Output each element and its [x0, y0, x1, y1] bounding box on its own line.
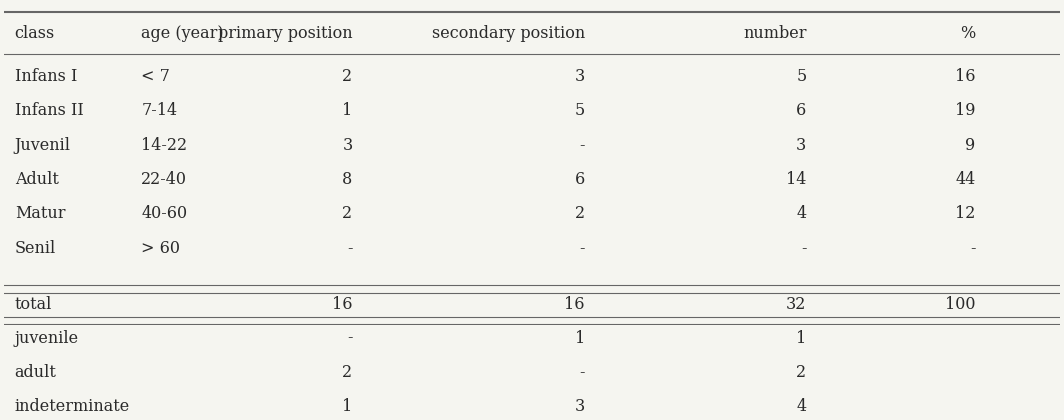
Text: -: - — [347, 330, 352, 346]
Text: 2: 2 — [343, 68, 352, 85]
Text: 14: 14 — [786, 171, 807, 188]
Text: 5: 5 — [796, 68, 807, 85]
Text: Infans II: Infans II — [15, 102, 83, 119]
Text: 2: 2 — [575, 205, 585, 222]
Text: 9: 9 — [965, 136, 976, 154]
Text: 100: 100 — [945, 296, 976, 313]
Text: indeterminate: indeterminate — [15, 398, 130, 415]
Text: 5: 5 — [575, 102, 585, 119]
Text: 7-14: 7-14 — [142, 102, 178, 119]
Text: 1: 1 — [343, 398, 352, 415]
Text: 19: 19 — [954, 102, 976, 119]
Text: 44: 44 — [955, 171, 976, 188]
Text: 6: 6 — [796, 102, 807, 119]
Text: age (year): age (year) — [142, 24, 225, 42]
Text: > 60: > 60 — [142, 240, 181, 257]
Text: 12: 12 — [955, 205, 976, 222]
Text: primary position: primary position — [218, 24, 352, 42]
Text: Adult: Adult — [15, 171, 59, 188]
Text: juvenile: juvenile — [15, 330, 79, 346]
Text: number: number — [743, 24, 807, 42]
Text: 16: 16 — [954, 68, 976, 85]
Text: -: - — [801, 240, 807, 257]
Text: 2: 2 — [343, 364, 352, 381]
Text: 1: 1 — [343, 102, 352, 119]
Text: 3: 3 — [575, 398, 585, 415]
Text: class: class — [15, 24, 55, 42]
Text: 3: 3 — [343, 136, 352, 154]
Text: 4: 4 — [796, 205, 807, 222]
Text: 2: 2 — [343, 205, 352, 222]
Text: 40-60: 40-60 — [142, 205, 187, 222]
Text: -: - — [347, 240, 352, 257]
Text: Infans I: Infans I — [15, 68, 77, 85]
Text: 14-22: 14-22 — [142, 136, 187, 154]
Text: secondary position: secondary position — [432, 24, 585, 42]
Text: 3: 3 — [796, 136, 807, 154]
Text: Senil: Senil — [15, 240, 56, 257]
Text: Juvenil: Juvenil — [15, 136, 70, 154]
Text: 22-40: 22-40 — [142, 171, 187, 188]
Text: 3: 3 — [575, 68, 585, 85]
Text: %: % — [960, 24, 976, 42]
Text: Matur: Matur — [15, 205, 65, 222]
Text: 8: 8 — [343, 171, 352, 188]
Text: < 7: < 7 — [142, 68, 170, 85]
Text: -: - — [579, 364, 585, 381]
Text: -: - — [970, 240, 976, 257]
Text: 32: 32 — [786, 296, 807, 313]
Text: 1: 1 — [575, 330, 585, 346]
Text: 4: 4 — [796, 398, 807, 415]
Text: adult: adult — [15, 364, 56, 381]
Text: 6: 6 — [575, 171, 585, 188]
Text: -: - — [579, 240, 585, 257]
Text: 1: 1 — [796, 330, 807, 346]
Text: 16: 16 — [564, 296, 585, 313]
Text: 16: 16 — [332, 296, 352, 313]
Text: -: - — [579, 136, 585, 154]
Text: 2: 2 — [796, 364, 807, 381]
Text: total: total — [15, 296, 52, 313]
